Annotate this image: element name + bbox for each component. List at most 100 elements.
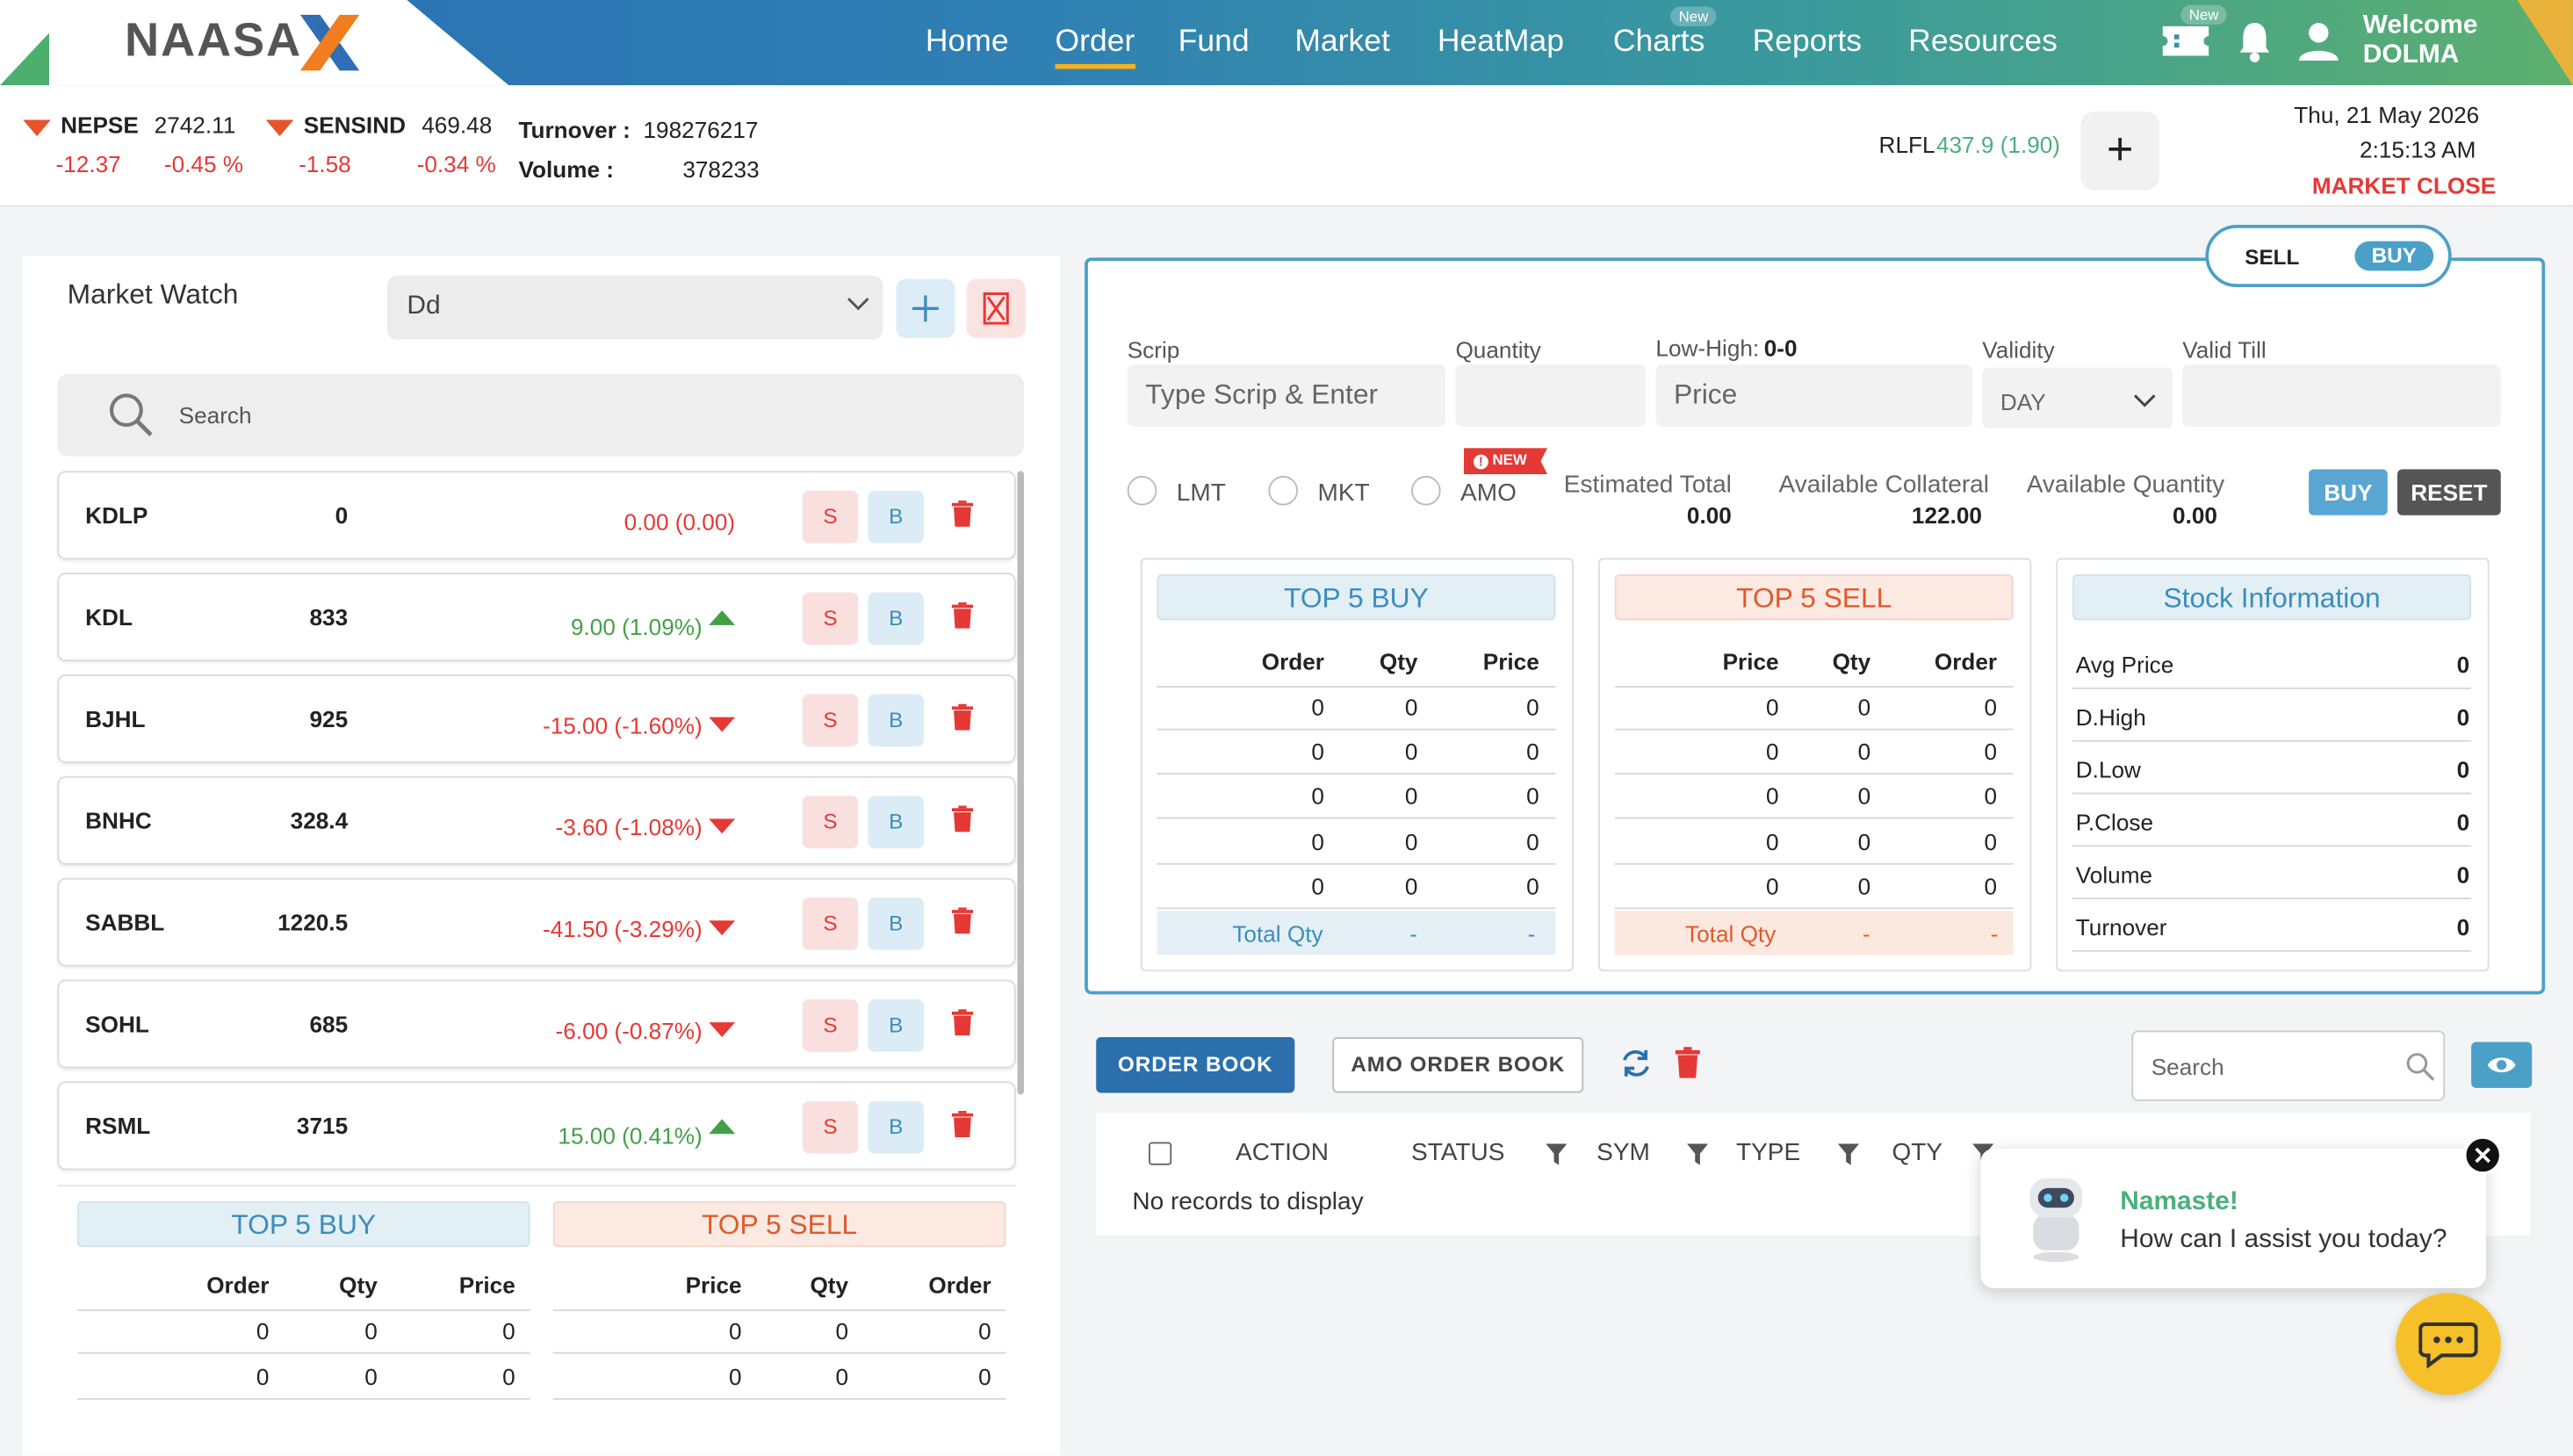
order-book-tab[interactable]: ORDER BOOK xyxy=(1096,1036,1295,1093)
nav-resources[interactable]: Resources xyxy=(1908,25,2058,60)
row-buy-button[interactable]: B xyxy=(868,490,925,544)
buy-button[interactable]: BUY xyxy=(2309,469,2388,515)
row-buy-button[interactable]: B xyxy=(868,897,925,950)
row-delete-icon[interactable] xyxy=(951,1111,974,1137)
order-search-input[interactable]: Search xyxy=(2131,1030,2446,1101)
quantity-input[interactable] xyxy=(1455,364,1647,427)
row-sell-button[interactable]: S xyxy=(802,694,859,747)
row-delete-icon[interactable] xyxy=(951,703,974,731)
nav-reports[interactable]: Reports xyxy=(1752,25,1862,60)
filter-funnel-icon[interactable] xyxy=(1546,1143,1568,1165)
watchlist-row[interactable]: KDLP 0 0.00 (0.00) S B xyxy=(57,471,1016,560)
scrip-input[interactable]: Type Scrip & Enter xyxy=(1127,364,1446,427)
chat-close-button[interactable] xyxy=(2462,1135,2503,1175)
col-type[interactable]: TYPE xyxy=(1735,1138,1801,1167)
mkt-radio[interactable] xyxy=(1268,475,1299,506)
row-delete-icon[interactable] xyxy=(951,1009,974,1036)
mw-top5-buy-header: TOP 5 BUY xyxy=(76,1200,530,1248)
nepse-pct: -0.45 % xyxy=(163,150,244,177)
total-qty-label: Total Qty xyxy=(1232,920,1323,948)
toggle-sell[interactable]: SELL xyxy=(2245,244,2300,270)
stock-info-box xyxy=(2056,558,2490,972)
amo-radio[interactable] xyxy=(1410,475,1441,506)
validtill-input[interactable] xyxy=(2182,364,2501,427)
nav-market[interactable]: Market xyxy=(1294,25,1390,60)
nav-heatmap[interactable]: HeatMap xyxy=(1437,25,1564,60)
nav-order[interactable]: Order xyxy=(1055,25,1135,69)
row-buy-button[interactable]: B xyxy=(868,796,925,849)
row-delete-icon[interactable] xyxy=(951,602,974,629)
depth-cell: 0 xyxy=(1526,827,1539,854)
reset-button[interactable]: RESET xyxy=(2397,469,2501,515)
watchlist-row[interactable]: SABBL 1220.5 -41.50 (-3.29%) S B xyxy=(57,877,1016,967)
delete-watchlist-button[interactable] xyxy=(966,278,1026,338)
row-buy-button[interactable]: B xyxy=(868,1100,925,1154)
order-search-placeholder: Search xyxy=(2151,1053,2224,1080)
watchlist-row[interactable]: SOHL 685 -6.00 (-0.87%) S B xyxy=(57,979,1016,1069)
select-all-checkbox[interactable] xyxy=(1149,1142,1172,1165)
user-icon[interactable] xyxy=(2298,21,2339,61)
depth-col-header: Price xyxy=(685,1272,742,1299)
ticket-icon[interactable] xyxy=(2159,23,2212,59)
watchlist-select[interactable]: Dd xyxy=(386,275,883,340)
row-delete-icon[interactable] xyxy=(951,500,974,527)
col-sym[interactable]: SYM xyxy=(1596,1138,1650,1167)
watchlist-row[interactable]: KDL 833 9.00 (1.09%) S B xyxy=(57,573,1016,662)
watchlist-row[interactable]: BJHL 925 -15.00 (-1.60%) S B xyxy=(57,674,1016,763)
watchlist-search[interactable]: Search xyxy=(57,374,1025,457)
lmt-radio[interactable] xyxy=(1127,475,1157,506)
depth-cell: 0 xyxy=(1765,694,1779,721)
row-sell-button[interactable]: S xyxy=(802,592,859,645)
row-buy-button[interactable]: B xyxy=(868,998,925,1052)
col-status[interactable]: STATUS xyxy=(1410,1138,1505,1167)
depth-cell: 0 xyxy=(1857,739,1871,766)
filter-funnel-icon[interactable] xyxy=(1686,1143,1709,1165)
chat-launcher-button[interactable] xyxy=(2396,1293,2501,1395)
logo-text[interactable]: NAASA xyxy=(125,14,303,68)
logo-x-icon xyxy=(299,14,360,71)
validity-select[interactable]: DAY xyxy=(1982,367,2173,429)
validtill-label: Valid Till xyxy=(2182,336,2267,363)
rlfl-label[interactable]: RLFL xyxy=(1878,131,1935,158)
depth-row-divider xyxy=(1157,728,1556,731)
amo-order-book-tab[interactable]: AMO ORDER BOOK xyxy=(1332,1036,1584,1093)
refresh-icon[interactable] xyxy=(1619,1047,1652,1079)
row-change-text: -15.00 (-1.60%) xyxy=(542,711,703,739)
search-placeholder: Search xyxy=(178,401,252,429)
welcome-block[interactable]: Welcome DOLMA xyxy=(2363,11,2478,70)
row-sell-button[interactable]: S xyxy=(802,998,859,1052)
depth-cell: 0 xyxy=(364,1317,378,1344)
row-ltp: 0 xyxy=(335,501,349,529)
row-delete-icon[interactable] xyxy=(951,805,974,833)
price-input[interactable]: Price xyxy=(1655,364,1973,427)
chat-popup[interactable]: Namaste! How can I assist you today? xyxy=(1980,1149,2486,1288)
view-toggle-button[interactable] xyxy=(2471,1042,2533,1088)
toggle-buy[interactable]: BUY xyxy=(2354,241,2434,271)
trash-icon[interactable] xyxy=(1675,1047,1700,1078)
time: 2:15:13 AM xyxy=(2360,136,2476,162)
row-delete-icon[interactable] xyxy=(951,907,974,934)
nav-fund[interactable]: Fund xyxy=(1178,25,1250,60)
avail-qty-value: 0.00 xyxy=(2173,501,2217,529)
col-qty[interactable]: QTY xyxy=(1892,1138,1943,1167)
row-buy-button[interactable]: B xyxy=(868,592,925,645)
filter-funnel-icon[interactable] xyxy=(1837,1143,1860,1165)
depth-cell: 0 xyxy=(1984,739,1998,766)
watchlist-row[interactable]: RSML 3715 15.00 (0.41%) S B xyxy=(57,1081,1016,1171)
row-sell-button[interactable]: S xyxy=(802,796,859,849)
row-sell-button[interactable]: S xyxy=(802,490,859,544)
watchlist-scrollbar[interactable] xyxy=(1017,471,1025,1095)
add-ticker-button[interactable]: + xyxy=(2080,112,2160,191)
row-sell-button[interactable]: S xyxy=(802,1100,859,1154)
depth-cell: 0 xyxy=(1311,872,1324,899)
add-watchlist-button[interactable] xyxy=(896,278,955,338)
buy-sell-toggle[interactable]: SELL BUY xyxy=(2205,224,2452,288)
bell-icon[interactable] xyxy=(2237,19,2273,63)
volume-value: 378233 xyxy=(682,155,760,183)
row-buy-button[interactable]: B xyxy=(868,694,925,747)
nav-charts[interactable]: Charts xyxy=(1612,25,1705,60)
up-arrow-icon xyxy=(709,610,736,625)
watchlist-row[interactable]: BNHC 328.4 -3.60 (-1.08%) S B xyxy=(57,775,1016,865)
nav-home[interactable]: Home xyxy=(925,25,1009,60)
row-sell-button[interactable]: S xyxy=(802,897,859,950)
